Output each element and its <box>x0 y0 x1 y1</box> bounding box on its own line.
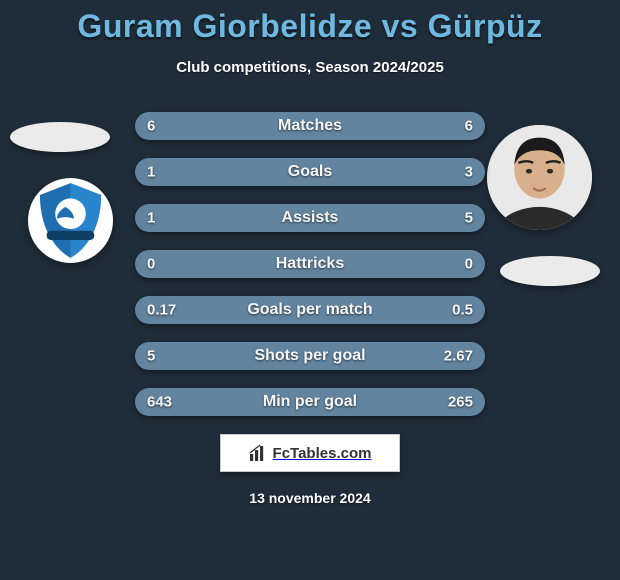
bars-icon <box>249 444 267 462</box>
right-team-ellipse <box>500 256 600 286</box>
comparison-title: Guram Giorbelidze vs Gürpüz <box>0 0 620 45</box>
stat-row: 1 Goals 3 <box>135 158 485 186</box>
stat-label: Shots per goal <box>135 347 485 365</box>
stat-row: 0 Hattricks 0 <box>135 250 485 278</box>
stat-right-value: 0 <box>465 256 473 273</box>
left-team-ellipse <box>10 122 110 152</box>
stats-container: 6 Matches 6 1 Goals 3 1 Assists 5 0 Hatt… <box>135 112 485 416</box>
fctables-link[interactable]: FcTables.com <box>220 434 400 472</box>
stat-row: 5 Shots per goal 2.67 <box>135 342 485 370</box>
right-player-avatar <box>487 125 592 230</box>
stat-row: 6 Matches 6 <box>135 112 485 140</box>
stat-label: Hattricks <box>135 255 485 273</box>
snapshot-date: 13 november 2024 <box>0 490 620 506</box>
stat-label: Min per goal <box>135 393 485 411</box>
season-subtitle: Club competitions, Season 2024/2025 <box>0 59 620 76</box>
stat-right-value: 3 <box>465 164 473 181</box>
stat-row: 643 Min per goal 265 <box>135 388 485 416</box>
stat-right-value: 265 <box>448 394 473 411</box>
stat-label: Goals <box>135 163 485 181</box>
stat-right-value: 6 <box>465 118 473 135</box>
left-club-crest <box>28 178 113 263</box>
brand-text: FcTables.com <box>273 445 372 462</box>
stat-label: Assists <box>135 209 485 227</box>
stat-row: 1 Assists 5 <box>135 204 485 232</box>
stat-label: Goals per match <box>135 301 485 319</box>
stat-right-value: 5 <box>465 210 473 227</box>
stat-right-value: 0.5 <box>452 302 473 319</box>
stat-row: 0.17 Goals per match 0.5 <box>135 296 485 324</box>
stat-label: Matches <box>135 117 485 135</box>
stat-right-value: 2.67 <box>444 348 473 365</box>
